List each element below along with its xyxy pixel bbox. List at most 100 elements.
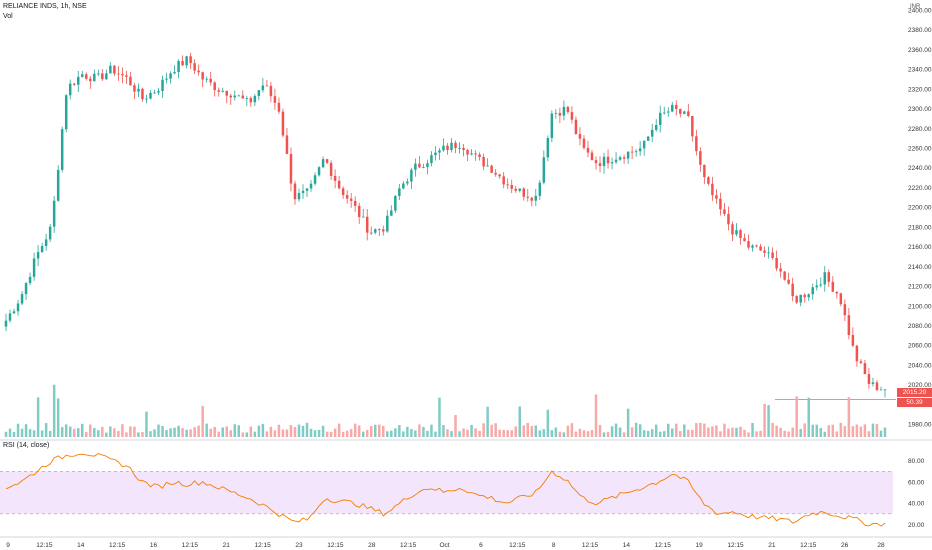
candle-body bbox=[289, 153, 293, 184]
volume-bar bbox=[863, 424, 867, 437]
x-tick-label: Oct bbox=[439, 542, 449, 549]
candle-body bbox=[546, 138, 550, 158]
volume-bar bbox=[658, 431, 662, 437]
volume-bar bbox=[795, 396, 798, 437]
candle-body bbox=[390, 210, 393, 216]
volume-bar bbox=[466, 429, 469, 437]
chart-title: RELIANCE INDS, 1h, NSE bbox=[3, 3, 87, 10]
volume-bar bbox=[273, 430, 277, 437]
candle-body bbox=[843, 304, 847, 316]
candle-body bbox=[466, 150, 469, 155]
candle-body bbox=[426, 163, 429, 168]
volume-bar bbox=[755, 431, 758, 437]
candle-body bbox=[683, 111, 686, 114]
volume-bar bbox=[402, 431, 405, 437]
volume-bar bbox=[610, 426, 614, 437]
candle-body bbox=[353, 200, 357, 206]
volume-bar bbox=[189, 429, 192, 437]
volume-bar bbox=[883, 427, 887, 437]
volume-bar bbox=[699, 422, 702, 437]
volume-bar bbox=[341, 431, 345, 437]
candle-body bbox=[205, 78, 208, 80]
volume-bar bbox=[145, 411, 148, 437]
candle-body bbox=[137, 88, 140, 92]
candle-body bbox=[803, 294, 806, 298]
candle-body bbox=[277, 102, 281, 112]
volume-bar bbox=[454, 415, 457, 437]
volume-bar bbox=[602, 432, 606, 437]
candle-body bbox=[261, 85, 265, 91]
candle-body bbox=[759, 246, 762, 251]
axes: 1980.002000.002020.002040.002060.002080.… bbox=[0, 7, 932, 549]
candle-body bbox=[839, 293, 843, 305]
volume-bar bbox=[871, 423, 875, 437]
candle-body bbox=[60, 129, 64, 170]
volume-bar bbox=[16, 423, 20, 437]
candle-body bbox=[775, 257, 778, 269]
candle-body bbox=[357, 205, 361, 218]
candle-body bbox=[638, 148, 642, 152]
price-tick-label: 2020.00 bbox=[908, 382, 932, 389]
candle-body bbox=[522, 188, 526, 197]
volume-bar bbox=[787, 431, 790, 437]
volume-bar bbox=[329, 431, 333, 437]
candle-body bbox=[197, 70, 200, 73]
volume-bar bbox=[590, 430, 594, 437]
price-tick-label: 2200.00 bbox=[908, 205, 932, 212]
volume-bar bbox=[735, 427, 738, 437]
volume-bar bbox=[390, 430, 393, 437]
volume-bar bbox=[241, 432, 245, 437]
rsi-pane[interactable] bbox=[0, 453, 893, 527]
volume-bar bbox=[406, 426, 409, 437]
last-price-badge: 2015.20 bbox=[897, 388, 932, 397]
candle-body bbox=[518, 188, 521, 191]
volume-bar bbox=[859, 426, 863, 437]
price-tick-label: 1980.00 bbox=[908, 422, 932, 429]
candle-body bbox=[626, 151, 630, 159]
candle-body bbox=[89, 78, 92, 82]
candle-body bbox=[145, 98, 148, 100]
x-tick-label: 12:15 bbox=[36, 542, 53, 549]
candle-body bbox=[161, 79, 164, 91]
x-tick-label: 16 bbox=[150, 542, 158, 549]
volume-bar bbox=[839, 422, 843, 437]
volume-bar bbox=[578, 428, 582, 437]
price-pane[interactable] bbox=[4, 52, 896, 400]
volume-bar bbox=[739, 426, 742, 437]
candle-body bbox=[241, 95, 245, 99]
candle-body bbox=[494, 172, 497, 175]
volume-bar bbox=[474, 428, 477, 437]
volume-bar bbox=[309, 428, 313, 437]
volume-bar bbox=[313, 430, 317, 437]
candle-body bbox=[177, 61, 180, 73]
volume-bar bbox=[317, 429, 321, 437]
volume-bar bbox=[398, 425, 401, 437]
candle-body bbox=[406, 181, 409, 184]
candle-body bbox=[538, 182, 542, 196]
candle-body bbox=[883, 389, 887, 391]
candle-body bbox=[667, 111, 670, 113]
candle-body bbox=[378, 229, 381, 230]
volume-bar bbox=[550, 430, 554, 437]
candle-body bbox=[763, 250, 766, 253]
volume-bar bbox=[229, 430, 233, 437]
volume-bar bbox=[482, 423, 485, 437]
volume-bar bbox=[213, 426, 216, 437]
volume-bar bbox=[44, 423, 48, 437]
candle-body bbox=[36, 252, 40, 259]
candle-body bbox=[783, 271, 786, 280]
candle-body bbox=[85, 74, 88, 79]
volume-bar bbox=[574, 431, 578, 437]
volume-bar bbox=[594, 394, 598, 437]
volume-bar bbox=[121, 424, 124, 437]
candle-body bbox=[434, 152, 437, 156]
volume-bar bbox=[361, 431, 365, 437]
volume-bar bbox=[369, 426, 373, 437]
volume-bar bbox=[225, 426, 228, 437]
x-tick-label: 28 bbox=[368, 542, 376, 549]
candle-body bbox=[827, 272, 831, 282]
x-tick-label: 9 bbox=[6, 542, 10, 549]
volume-bar bbox=[450, 431, 453, 437]
price-tick-label: 2140.00 bbox=[908, 264, 932, 271]
